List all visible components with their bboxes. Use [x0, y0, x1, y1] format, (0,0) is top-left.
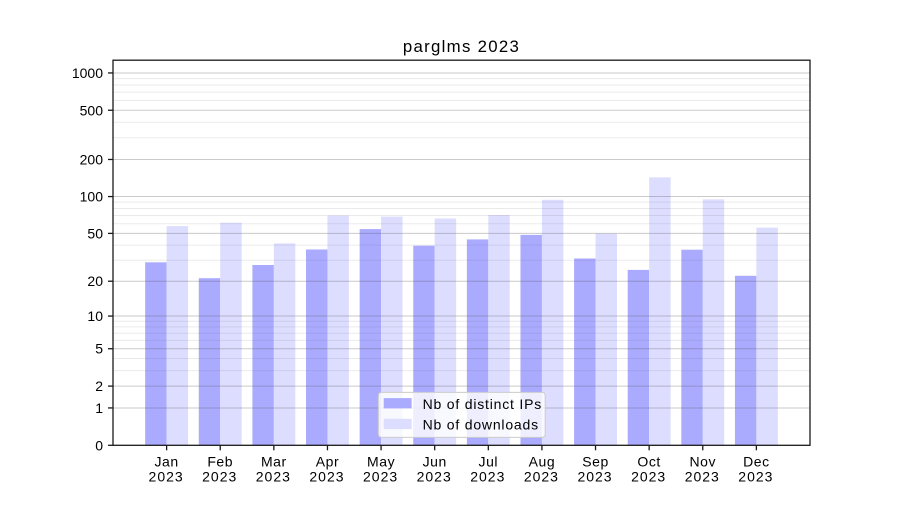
svg-text:2023: 2023: [256, 469, 291, 485]
svg-text:2023: 2023: [417, 469, 452, 485]
svg-text:Aug: Aug: [529, 453, 556, 469]
svg-text:Dec: Dec: [743, 453, 770, 469]
svg-text:50: 50: [87, 225, 103, 241]
svg-text:100: 100: [80, 189, 104, 205]
svg-text:5: 5: [95, 341, 103, 357]
svg-text:May: May: [367, 453, 395, 469]
svg-text:Jun: Jun: [423, 453, 447, 469]
svg-text:2023: 2023: [685, 469, 720, 485]
svg-text:20: 20: [87, 273, 103, 289]
svg-text:2: 2: [95, 378, 103, 394]
svg-text:2023: 2023: [631, 469, 666, 485]
svg-text:200: 200: [80, 151, 104, 167]
svg-text:2023: 2023: [202, 469, 237, 485]
svg-text:2023: 2023: [470, 469, 505, 485]
svg-text:1: 1: [95, 400, 103, 416]
svg-text:2023: 2023: [363, 469, 398, 485]
svg-text:2023: 2023: [149, 469, 184, 485]
svg-text:2023: 2023: [309, 469, 344, 485]
svg-text:Sep: Sep: [582, 453, 609, 469]
svg-text:Feb: Feb: [207, 453, 233, 469]
svg-text:2023: 2023: [524, 469, 559, 485]
svg-text:0: 0: [95, 437, 103, 453]
svg-text:parglms 2023: parglms 2023: [403, 37, 520, 56]
svg-text:Nov: Nov: [689, 453, 716, 469]
svg-text:1000: 1000: [72, 65, 103, 81]
svg-text:Nb of distinct IPs: Nb of distinct IPs: [423, 396, 542, 412]
svg-text:Apr: Apr: [316, 453, 339, 469]
svg-text:Jul: Jul: [479, 453, 499, 469]
svg-text:Mar: Mar: [261, 453, 287, 469]
svg-text:Nb of downloads: Nb of downloads: [423, 417, 539, 433]
svg-text:2023: 2023: [738, 469, 773, 485]
svg-text:Oct: Oct: [637, 453, 660, 469]
svg-text:500: 500: [80, 102, 104, 118]
svg-text:Jan: Jan: [155, 453, 179, 469]
svg-text:2023: 2023: [577, 469, 612, 485]
svg-text:10: 10: [87, 308, 103, 324]
